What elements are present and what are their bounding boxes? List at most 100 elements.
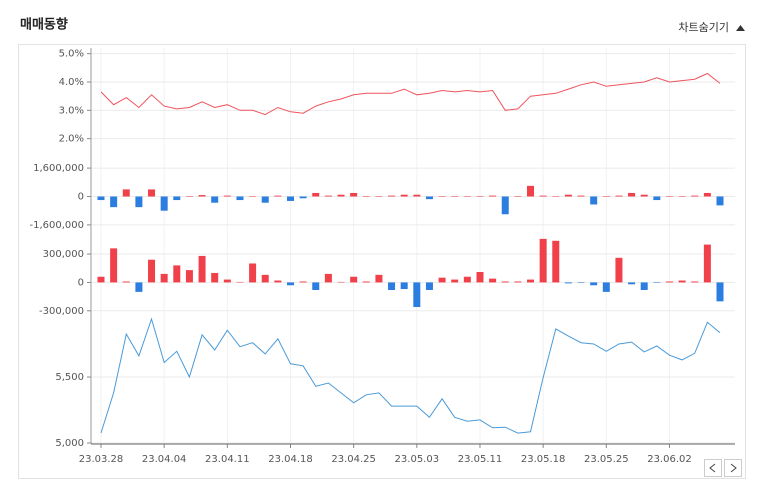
bar: [388, 282, 396, 290]
bar: [274, 280, 282, 283]
bar: [602, 282, 610, 292]
bar: [590, 196, 598, 205]
y-tick-label: -300,000: [39, 306, 84, 317]
x-tick-label: 23.05.18: [521, 454, 566, 465]
bar: [362, 195, 370, 197]
bar: [223, 195, 231, 197]
y-tick-label: 5,500: [55, 372, 84, 383]
bar: [501, 281, 509, 283]
y-tick-label: 2.0%: [59, 134, 84, 145]
bar: [489, 278, 497, 283]
bar: [438, 277, 446, 283]
prev-icon[interactable]: [709, 463, 716, 473]
x-tick-label: 23.05.25: [584, 454, 629, 465]
bar: [211, 272, 219, 283]
prev-box[interactable]: [704, 459, 722, 477]
bar: [299, 196, 307, 199]
bar: [97, 276, 105, 283]
bar: [261, 274, 269, 283]
next-button[interactable]: [724, 459, 742, 477]
bar: [451, 196, 459, 197]
bar: [640, 194, 648, 197]
bar: [665, 196, 673, 197]
bar: [653, 282, 661, 283]
bar: [615, 195, 623, 197]
x-tick-label: 23.04.04: [142, 454, 187, 465]
bar: [350, 276, 358, 283]
bar: [249, 196, 257, 197]
bar: [716, 196, 724, 206]
bar: [476, 195, 484, 197]
bar: [261, 196, 269, 203]
chart-frame: [18, 44, 746, 479]
bar: [514, 195, 522, 197]
bar: [602, 196, 610, 197]
bar: [286, 282, 294, 286]
x-tick-label: 23.05.03: [395, 454, 440, 465]
bar: [615, 257, 623, 283]
bar: [375, 274, 383, 283]
prev-button[interactable]: [704, 459, 722, 477]
bar: [97, 196, 105, 201]
bar: [236, 281, 244, 283]
bar: [691, 195, 699, 197]
bar: [678, 196, 686, 197]
bar: [299, 281, 307, 283]
x-tick-label: 23.06.02: [647, 454, 692, 465]
bar: [324, 273, 332, 283]
y-tick-label: -1,600,000: [29, 220, 84, 231]
bar: [703, 192, 711, 197]
bar: [185, 196, 193, 197]
bar: [665, 281, 673, 283]
bar: [653, 196, 661, 201]
bar: [173, 265, 181, 283]
x-tick-label: 23.04.25: [331, 454, 376, 465]
bar: [198, 195, 206, 197]
bar: [160, 273, 168, 283]
bar: [324, 195, 332, 197]
title: 매매동향: [20, 17, 68, 33]
x-tick-label: 23.05.11: [458, 454, 503, 465]
bar: [413, 194, 421, 197]
y-tick-label: 4.0%: [59, 77, 84, 88]
bar: [628, 192, 636, 197]
bar: [337, 194, 345, 197]
next-icon[interactable]: [730, 463, 737, 473]
bar: [539, 238, 547, 283]
bar: [350, 192, 358, 197]
bar: [223, 279, 231, 283]
bar: [185, 270, 193, 283]
bar: [198, 255, 206, 283]
x-tick-label: 23.03.28: [79, 454, 124, 465]
toggle-button[interactable]: 차트숨기기: [678, 21, 729, 34]
bar: [527, 279, 535, 283]
bar: [375, 196, 383, 197]
x-tick-label: 23.04.18: [268, 454, 313, 465]
bar: [539, 195, 547, 197]
bar: [400, 282, 408, 290]
bar: [160, 196, 168, 211]
bar: [400, 194, 408, 197]
bar: [211, 196, 219, 203]
toggle-icon[interactable]: [736, 25, 745, 31]
y-tick-label: 0: [78, 277, 84, 288]
bar: [577, 282, 585, 283]
bar: [463, 276, 471, 283]
bar: [135, 196, 143, 208]
y-tick-label: 5.0%: [59, 49, 84, 60]
bar: [678, 280, 686, 283]
bar: [425, 282, 433, 290]
bar: [236, 196, 244, 201]
bar: [337, 281, 345, 283]
next-box[interactable]: [724, 459, 742, 477]
y-tick-label: 300,000: [43, 249, 84, 260]
line: [100, 72, 721, 116]
line: [100, 317, 721, 434]
bar: [451, 279, 459, 283]
bar: [640, 282, 648, 290]
bar: [312, 192, 320, 197]
bar: [312, 282, 320, 290]
bar: [691, 281, 699, 283]
bar: [425, 196, 433, 200]
bar: [476, 272, 484, 283]
